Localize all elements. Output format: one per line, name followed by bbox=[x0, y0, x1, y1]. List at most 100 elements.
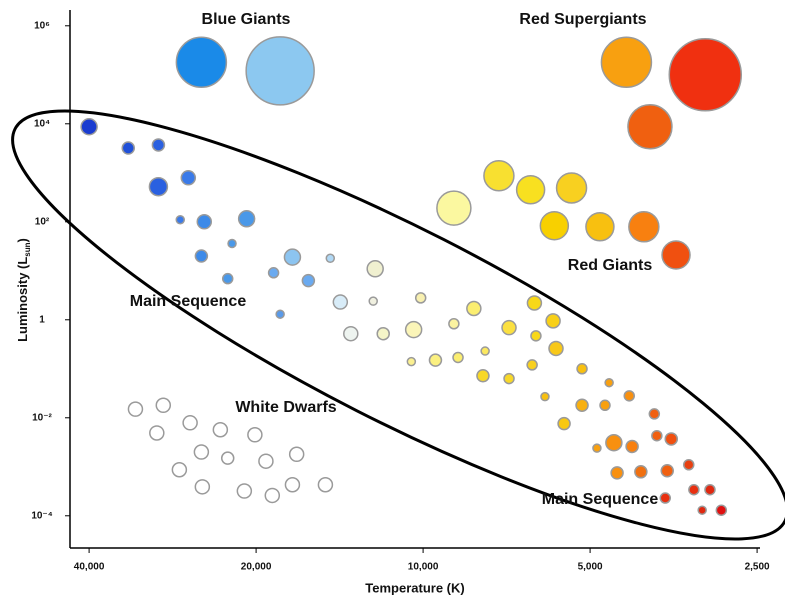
star bbox=[546, 314, 560, 328]
star bbox=[333, 295, 347, 309]
star bbox=[626, 440, 638, 452]
y-axis-label-part: ) bbox=[15, 238, 30, 242]
star bbox=[549, 341, 563, 355]
star bbox=[213, 423, 227, 437]
star bbox=[601, 37, 651, 87]
star bbox=[122, 142, 134, 154]
star bbox=[660, 493, 670, 503]
y-axis-label-part: sun bbox=[23, 242, 32, 256]
star bbox=[284, 249, 300, 265]
star bbox=[705, 485, 715, 495]
x-tick-label: 40,000 bbox=[74, 562, 105, 573]
star bbox=[484, 161, 514, 191]
star bbox=[407, 358, 415, 366]
star bbox=[156, 398, 170, 412]
star bbox=[669, 39, 741, 111]
y-tick-label: 10⁻⁴ bbox=[31, 510, 52, 521]
chart: Blue Giants Red Supergiants Red Giants M… bbox=[0, 0, 785, 600]
star bbox=[558, 418, 570, 430]
annotation: Main Sequence bbox=[130, 293, 247, 310]
star bbox=[662, 241, 690, 269]
star bbox=[649, 409, 659, 419]
star bbox=[541, 393, 549, 401]
plot-area bbox=[81, 37, 741, 515]
star bbox=[606, 435, 622, 451]
star bbox=[81, 119, 97, 135]
y-tick-label: 10² bbox=[35, 216, 50, 227]
annotation: Red Supergiants bbox=[519, 11, 646, 28]
star bbox=[504, 374, 514, 384]
annotation: White Dwarfs bbox=[235, 399, 336, 416]
star bbox=[716, 505, 726, 515]
star bbox=[605, 379, 613, 387]
star bbox=[429, 354, 441, 366]
star bbox=[467, 301, 481, 315]
y-axis-label: Luminosity (Lsun) bbox=[15, 238, 32, 342]
x-tick-label: 10,000 bbox=[408, 562, 439, 573]
star bbox=[611, 467, 623, 479]
star bbox=[698, 506, 706, 514]
y-tick-label: 10⁻² bbox=[32, 412, 52, 423]
x-tick-label: 2,500 bbox=[745, 562, 770, 573]
y-tick-label: 1 bbox=[39, 314, 45, 325]
y-tick-label: 10⁶ bbox=[34, 20, 50, 31]
star bbox=[502, 321, 516, 335]
star bbox=[195, 480, 209, 494]
star bbox=[586, 213, 614, 241]
star bbox=[540, 212, 568, 240]
star bbox=[183, 416, 197, 430]
star bbox=[628, 105, 672, 149]
star bbox=[367, 261, 383, 277]
star bbox=[684, 460, 694, 470]
star bbox=[527, 360, 537, 370]
x-tick-label: 5,000 bbox=[578, 562, 603, 573]
star bbox=[369, 297, 377, 305]
star bbox=[290, 447, 304, 461]
star bbox=[150, 426, 164, 440]
star bbox=[152, 139, 164, 151]
y-axis-label-part: Luminosity (L bbox=[15, 257, 30, 342]
star bbox=[665, 433, 677, 445]
star bbox=[689, 485, 699, 495]
annotation: Main Sequence bbox=[542, 491, 659, 508]
star bbox=[265, 488, 279, 502]
star bbox=[477, 370, 489, 382]
x-axis-label: Temperature (K) bbox=[365, 580, 464, 595]
star bbox=[302, 275, 314, 287]
star bbox=[239, 211, 255, 227]
star bbox=[276, 310, 284, 318]
star bbox=[248, 428, 262, 442]
annotation: Red Giants bbox=[568, 257, 653, 274]
star bbox=[285, 478, 299, 492]
star bbox=[228, 240, 236, 248]
star bbox=[194, 445, 208, 459]
star bbox=[195, 250, 207, 262]
star bbox=[652, 431, 662, 441]
star bbox=[128, 402, 142, 416]
star bbox=[237, 484, 251, 498]
star bbox=[318, 478, 332, 492]
page: Blue Giants Red Supergiants Red Giants M… bbox=[0, 0, 785, 600]
star bbox=[246, 37, 314, 105]
star bbox=[629, 212, 659, 242]
star bbox=[624, 391, 634, 401]
star bbox=[437, 191, 471, 225]
star bbox=[531, 331, 541, 341]
star bbox=[481, 347, 489, 355]
star bbox=[197, 215, 211, 229]
star bbox=[269, 268, 279, 278]
star bbox=[577, 364, 587, 374]
star bbox=[593, 444, 601, 452]
star bbox=[259, 454, 273, 468]
star bbox=[176, 37, 226, 87]
star bbox=[344, 327, 358, 341]
star bbox=[222, 452, 234, 464]
star bbox=[576, 399, 588, 411]
y-tick-label: 10⁴ bbox=[34, 118, 50, 129]
star bbox=[600, 400, 610, 410]
star bbox=[416, 293, 426, 303]
star bbox=[223, 274, 233, 284]
star bbox=[181, 171, 195, 185]
star bbox=[406, 322, 422, 338]
star bbox=[635, 466, 647, 478]
